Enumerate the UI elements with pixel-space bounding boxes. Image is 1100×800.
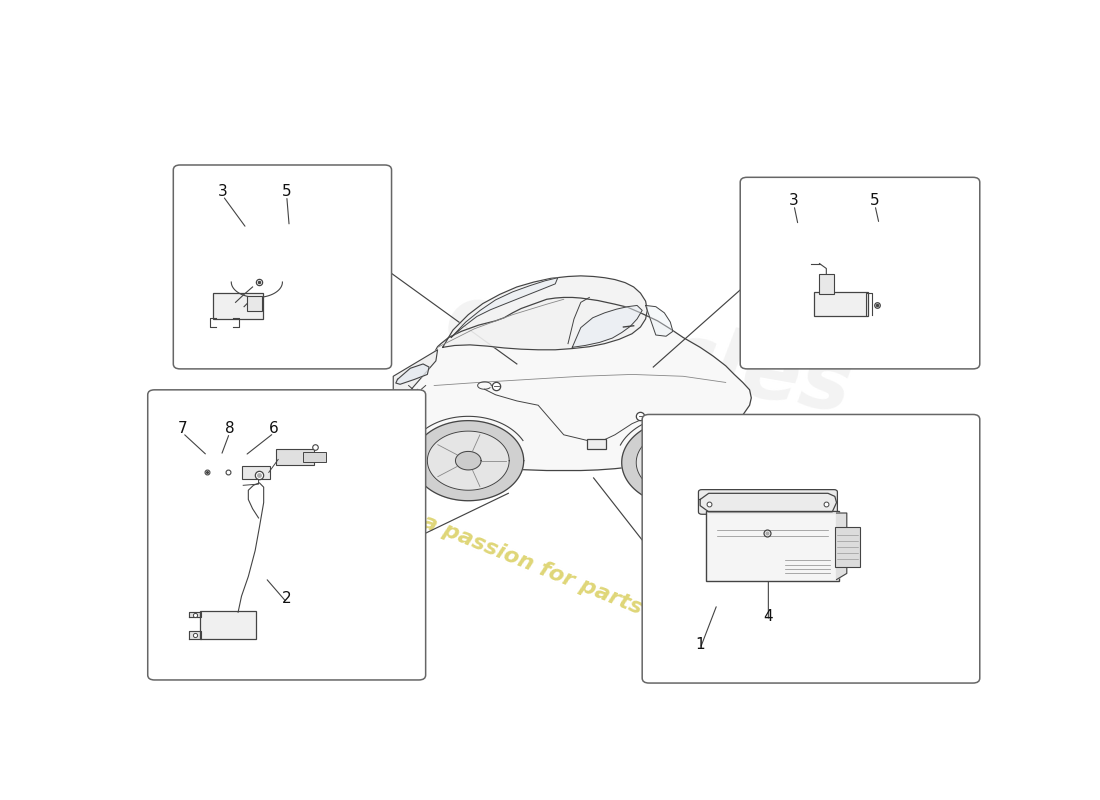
Text: 3: 3 xyxy=(789,194,799,208)
FancyBboxPatch shape xyxy=(642,414,980,683)
FancyBboxPatch shape xyxy=(276,449,314,465)
FancyBboxPatch shape xyxy=(242,466,270,478)
Text: 1: 1 xyxy=(695,637,705,652)
FancyBboxPatch shape xyxy=(200,611,256,639)
FancyBboxPatch shape xyxy=(302,452,326,462)
Polygon shape xyxy=(572,306,642,347)
Polygon shape xyxy=(451,278,558,338)
Polygon shape xyxy=(836,513,847,579)
FancyBboxPatch shape xyxy=(698,490,837,514)
Text: a passion for parts since 1985: a passion for parts since 1985 xyxy=(419,512,777,672)
Polygon shape xyxy=(455,451,481,470)
Polygon shape xyxy=(668,453,695,472)
Polygon shape xyxy=(700,494,836,512)
Text: 4: 4 xyxy=(763,609,773,624)
Text: 2: 2 xyxy=(282,590,292,606)
Text: 5: 5 xyxy=(282,184,292,199)
Polygon shape xyxy=(394,298,751,470)
Polygon shape xyxy=(442,276,647,350)
Text: 3: 3 xyxy=(218,184,228,199)
Text: eurocles: eurocles xyxy=(439,278,859,431)
Polygon shape xyxy=(621,419,741,506)
Polygon shape xyxy=(412,421,524,501)
Polygon shape xyxy=(636,430,727,495)
FancyBboxPatch shape xyxy=(174,165,392,369)
Polygon shape xyxy=(189,630,201,639)
Polygon shape xyxy=(396,364,429,384)
Text: 8: 8 xyxy=(224,421,234,436)
FancyBboxPatch shape xyxy=(706,511,839,582)
Text: 7: 7 xyxy=(178,421,187,436)
FancyBboxPatch shape xyxy=(248,296,262,311)
FancyBboxPatch shape xyxy=(835,527,859,566)
Polygon shape xyxy=(428,431,509,490)
FancyBboxPatch shape xyxy=(740,178,980,369)
Text: 6: 6 xyxy=(270,421,278,436)
FancyBboxPatch shape xyxy=(814,292,868,316)
Polygon shape xyxy=(189,612,201,617)
FancyBboxPatch shape xyxy=(212,293,263,319)
Text: 5: 5 xyxy=(870,194,880,208)
FancyBboxPatch shape xyxy=(147,390,426,680)
FancyBboxPatch shape xyxy=(586,439,605,449)
Polygon shape xyxy=(646,306,673,336)
Polygon shape xyxy=(394,350,438,410)
FancyBboxPatch shape xyxy=(818,274,834,294)
